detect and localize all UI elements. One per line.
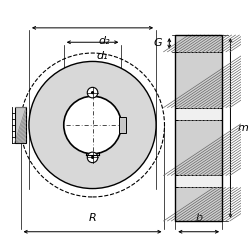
Bar xyxy=(175,52,222,108)
Circle shape xyxy=(64,96,121,154)
Bar xyxy=(175,120,222,176)
Bar xyxy=(175,35,222,221)
Bar xyxy=(175,176,222,188)
Bar xyxy=(14,107,26,143)
Circle shape xyxy=(91,91,94,94)
Circle shape xyxy=(91,156,94,159)
Bar xyxy=(119,116,126,134)
Circle shape xyxy=(29,62,156,188)
Bar xyxy=(175,188,222,221)
Text: m: m xyxy=(238,123,248,133)
Text: d₁: d₁ xyxy=(96,51,108,61)
Circle shape xyxy=(87,152,98,163)
Text: G: G xyxy=(154,38,162,48)
Circle shape xyxy=(87,87,98,98)
Bar xyxy=(175,108,222,120)
Bar xyxy=(175,35,222,52)
Text: d₂: d₂ xyxy=(99,36,110,46)
Text: R: R xyxy=(89,213,96,223)
Text: b: b xyxy=(195,213,202,223)
